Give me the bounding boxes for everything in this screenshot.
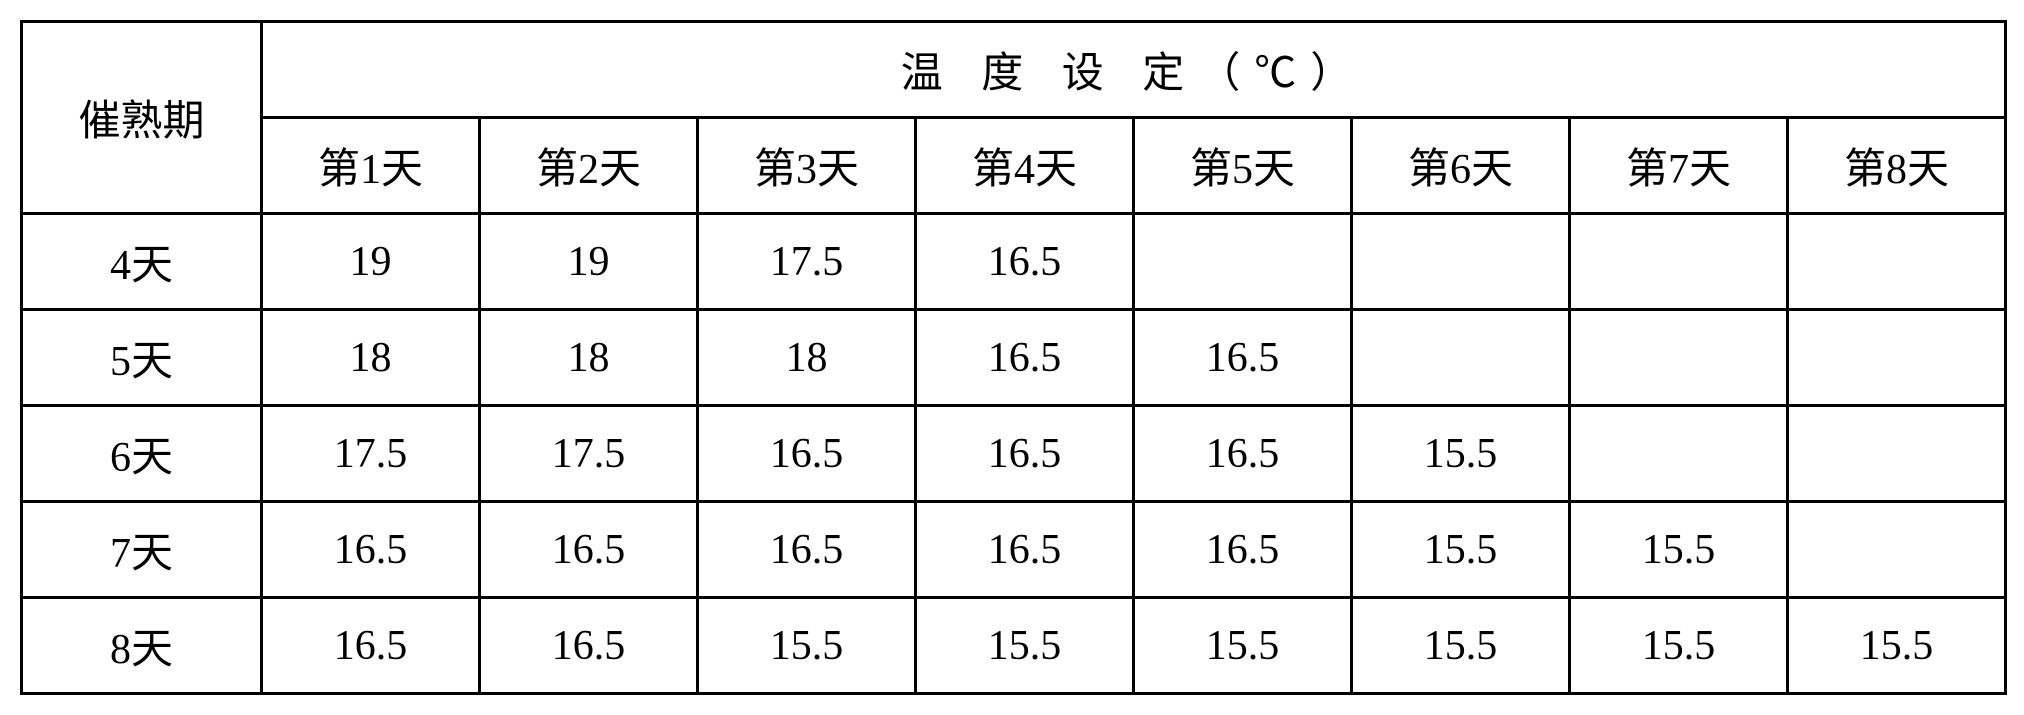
row-header-label: 催熟期 <box>22 22 262 214</box>
row-label: 5天 <box>22 310 262 406</box>
cell: 15.5 <box>1570 502 1788 598</box>
cell: 18 <box>698 310 916 406</box>
cell: 19 <box>262 214 480 310</box>
cell: 15.5 <box>1352 502 1570 598</box>
col-header: 第7天 <box>1570 118 1788 214</box>
cell: 18 <box>480 310 698 406</box>
col-header: 第1天 <box>262 118 480 214</box>
cell: 17.5 <box>480 406 698 502</box>
cell: 16.5 <box>916 310 1134 406</box>
col-header: 第4天 <box>916 118 1134 214</box>
cell: 16.5 <box>916 502 1134 598</box>
cell <box>1134 214 1352 310</box>
cell: 16.5 <box>1134 406 1352 502</box>
cell: 16.5 <box>480 502 698 598</box>
table-header-row-1: 催熟期 温 度 设 定（℃） <box>22 22 2006 118</box>
cell: 16.5 <box>916 214 1134 310</box>
col-header: 第3天 <box>698 118 916 214</box>
cell: 16.5 <box>262 598 480 694</box>
col-header: 第6天 <box>1352 118 1570 214</box>
table-head: 催熟期 温 度 设 定（℃） 第1天 第2天 第3天 第4天 第5天 第6天 第… <box>22 22 2006 214</box>
row-label: 8天 <box>22 598 262 694</box>
cell: 16.5 <box>1134 310 1352 406</box>
cell: 15.5 <box>916 598 1134 694</box>
cell <box>1788 406 2006 502</box>
cell: 16.5 <box>698 406 916 502</box>
cell: 15.5 <box>1570 598 1788 694</box>
table-row: 8天 16.5 16.5 15.5 15.5 15.5 15.5 15.5 15… <box>22 598 2006 694</box>
cell: 15.5 <box>1134 598 1352 694</box>
col-header: 第2天 <box>480 118 698 214</box>
cell <box>1788 310 2006 406</box>
cell: 17.5 <box>262 406 480 502</box>
table-header-row-2: 第1天 第2天 第3天 第4天 第5天 第6天 第7天 第8天 <box>22 118 2006 214</box>
cell: 17.5 <box>698 214 916 310</box>
cell: 16.5 <box>262 502 480 598</box>
spanning-header: 温 度 设 定（℃） <box>262 22 2006 118</box>
cell <box>1570 310 1788 406</box>
row-label: 4天 <box>22 214 262 310</box>
temperature-schedule-table: 催熟期 温 度 设 定（℃） 第1天 第2天 第3天 第4天 第5天 第6天 第… <box>20 20 2007 695</box>
cell: 16.5 <box>698 502 916 598</box>
cell: 15.5 <box>1788 598 2006 694</box>
table-body: 4天 19 19 17.5 16.5 5天 18 18 18 16.5 16.5… <box>22 214 2006 694</box>
cell: 16.5 <box>916 406 1134 502</box>
cell: 18 <box>262 310 480 406</box>
cell <box>1352 310 1570 406</box>
col-header: 第5天 <box>1134 118 1352 214</box>
cell <box>1352 214 1570 310</box>
cell <box>1788 502 2006 598</box>
cell: 15.5 <box>1352 406 1570 502</box>
table-row: 6天 17.5 17.5 16.5 16.5 16.5 15.5 <box>22 406 2006 502</box>
cell: 15.5 <box>698 598 916 694</box>
row-label: 6天 <box>22 406 262 502</box>
cell: 16.5 <box>1134 502 1352 598</box>
cell: 16.5 <box>480 598 698 694</box>
cell: 19 <box>480 214 698 310</box>
table-row: 5天 18 18 18 16.5 16.5 <box>22 310 2006 406</box>
cell <box>1570 406 1788 502</box>
row-label: 7天 <box>22 502 262 598</box>
cell <box>1788 214 2006 310</box>
table-row: 4天 19 19 17.5 16.5 <box>22 214 2006 310</box>
cell <box>1570 214 1788 310</box>
table-row: 7天 16.5 16.5 16.5 16.5 16.5 15.5 15.5 <box>22 502 2006 598</box>
cell: 15.5 <box>1352 598 1570 694</box>
col-header: 第8天 <box>1788 118 2006 214</box>
